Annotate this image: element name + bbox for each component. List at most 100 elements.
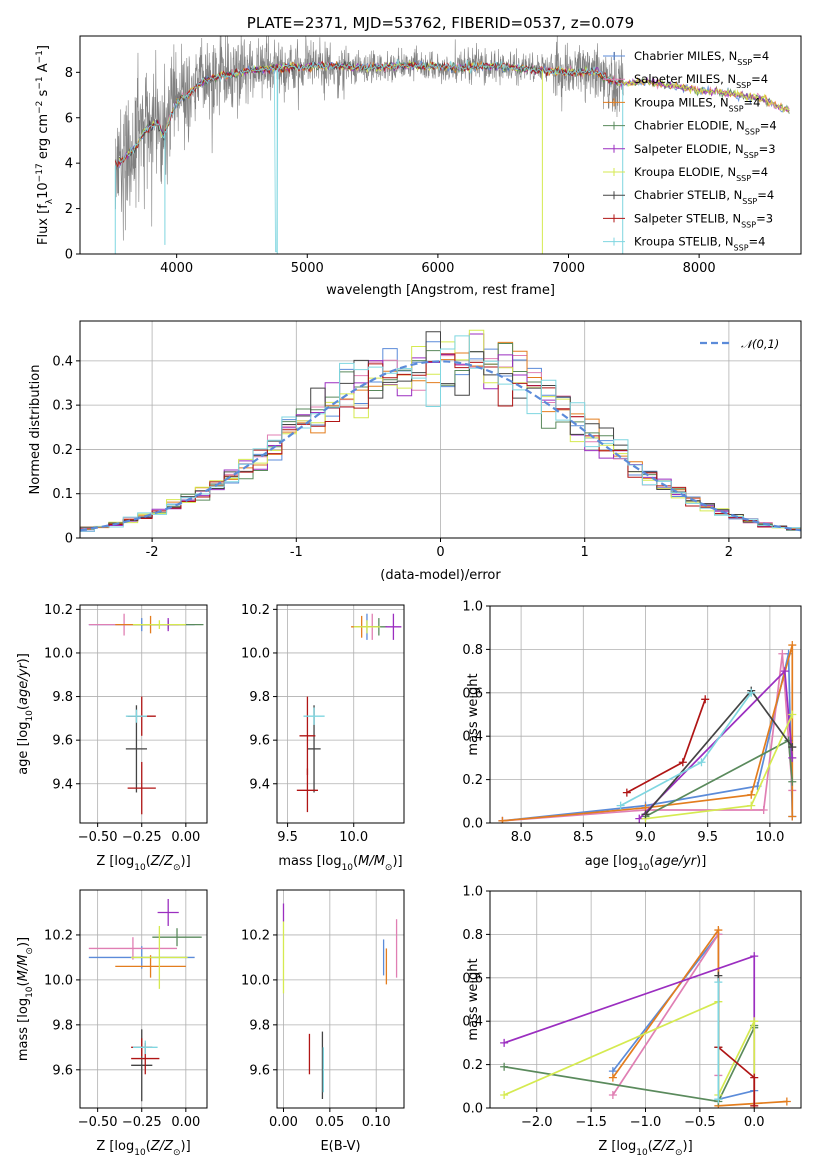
x-tick: −1.0 <box>630 1108 661 1130</box>
weight-marker <box>608 1073 617 1082</box>
panel-weight-vs-age: 8.0 8.5 9.0 9.5 10.0 0.0 0.2 0.4 0.6 0.8 1.0 <box>462 600 802 845</box>
x-tick: 4000 <box>160 254 193 276</box>
y-tick: 10.2 <box>44 928 80 943</box>
x-tick-label: -2 <box>146 545 159 560</box>
y-tick-label: 6 <box>65 111 73 126</box>
weight-marker <box>678 758 687 767</box>
panel-mass-vs-Z: −0.50 −0.25 0.00 9.6 9.8 10.0 10.2 <box>44 889 208 1130</box>
axes-frame <box>276 889 405 1109</box>
data-point <box>296 768 319 813</box>
x-tick: 10.0 <box>339 823 368 845</box>
weight-marker <box>788 743 797 752</box>
y-tick-label: 10.0 <box>44 973 73 988</box>
x-tick-label: 0 <box>436 545 444 560</box>
weight-marker <box>778 649 787 658</box>
weight-marker <box>747 801 756 810</box>
y-axis-label: mass weight <box>466 958 481 1040</box>
x-tick: 8000 <box>683 254 716 276</box>
x-tick: -1 <box>290 538 303 560</box>
y-tick: 2 <box>65 202 80 217</box>
x-tick: 9.5 <box>697 823 718 845</box>
weight-marker <box>788 777 797 786</box>
weight-marker <box>780 667 789 676</box>
x-tick-label: 1 <box>581 545 589 560</box>
histogram-8 <box>80 335 801 538</box>
y-tick-label: 10.2 <box>241 928 270 943</box>
y-tick: 0.6 <box>462 686 490 701</box>
y-tick-label: 0.4 <box>462 730 483 745</box>
weight-line-7 <box>717 1046 756 1106</box>
panel-residuals: -2 -1 0 1 2 0 0.1 0.2 0.3 0.4 <box>52 320 802 560</box>
weight-marker <box>788 710 797 719</box>
x-axis-label: Z [log10(Z/Z⊙)] <box>96 1139 190 1158</box>
x-tick: 6000 <box>421 254 454 276</box>
weight-marker <box>788 812 797 821</box>
x-axis-label: Z [log10(Z/Z⊙)] <box>598 1139 692 1158</box>
y-tick-label: 0 <box>65 532 73 547</box>
y-tick: 0 <box>65 248 80 263</box>
weight-marker <box>608 1090 617 1099</box>
legend-label: Chabrier STELIB, NSSP=4 <box>634 188 774 206</box>
data-point <box>88 937 178 960</box>
weight-marker <box>750 1073 759 1082</box>
panel-weight-vs-Z: −2.0 −1.5 −1.0 −0.5 0.0 0.0 0.2 0.4 0.6 0.8 1.0 <box>462 885 802 1130</box>
weight-marker <box>750 1017 759 1026</box>
y-tick: 0.6 <box>462 971 490 986</box>
y-tick-label: 1.0 <box>462 885 483 900</box>
legend: 𝒩(0,1) <box>700 337 779 351</box>
y-tick: 10.0 <box>241 973 277 988</box>
y-tick: 10.0 <box>44 646 80 661</box>
x-tick: 0.10 <box>362 1108 391 1130</box>
data-point <box>115 955 186 978</box>
x-tick: −0.25 <box>122 823 162 845</box>
y-tick: 0.4 <box>462 1015 490 1030</box>
x-axis-label: age [log10(age/yr)] <box>585 854 707 873</box>
x-tick: −2.0 <box>521 1108 553 1130</box>
data-point <box>132 620 186 629</box>
x-tick: 10.0 <box>755 823 784 845</box>
y-tick: 9.6 <box>52 734 80 749</box>
weight-marker <box>714 978 723 987</box>
y-tick: 4 <box>65 157 80 172</box>
y-tick-label: 2 <box>65 202 73 217</box>
y-tick: 9.6 <box>52 1063 80 1078</box>
legend-label: Kroupa STELIB, NSSP=4 <box>634 235 765 253</box>
x-tick: 8.0 <box>511 823 531 845</box>
y-tick-label: 0 <box>65 248 73 263</box>
y-tick-label: 4 <box>65 157 73 172</box>
y-tick-label: 9.8 <box>52 690 73 705</box>
data-point <box>132 1040 158 1055</box>
y-tick: 0.0 <box>462 817 490 832</box>
legend-label: Salpeter MILES, NSSP=4 <box>634 72 768 90</box>
weight-marker <box>750 1101 759 1108</box>
y-tick: 6 <box>65 111 80 126</box>
y-tick-label: 0.3 <box>52 399 73 414</box>
x-tick-label: 0.00 <box>171 830 200 845</box>
x-tick: -2 <box>146 538 159 560</box>
x-tick-label: 10.0 <box>755 830 784 845</box>
x-tick: 2 <box>725 538 733 560</box>
plot-area <box>282 903 398 1100</box>
x-tick-label: 0.0 <box>744 1115 765 1130</box>
weight-marker <box>788 753 797 762</box>
x-tick: 9.0 <box>635 823 656 845</box>
weight-line-7 <box>626 699 707 794</box>
x-tick-label: 7000 <box>552 261 585 276</box>
y-tick-label: 0.2 <box>52 443 73 458</box>
y-axis-label: Normed distribution <box>28 365 43 495</box>
x-tick: 8.5 <box>573 823 594 845</box>
weight-marker <box>500 1062 509 1071</box>
x-tick-label: −1.5 <box>575 1115 607 1130</box>
y-axis-label: mass [log10(M/M⊙)] <box>16 937 35 1061</box>
weight-marker <box>701 695 710 704</box>
weight-line-3 <box>504 1025 756 1103</box>
x-tick-label: 8000 <box>683 261 716 276</box>
plot-area <box>498 641 797 823</box>
y-tick-label: 0.6 <box>462 971 483 986</box>
x-tick-label: 10.0 <box>339 830 368 845</box>
y-tick-label: 10.0 <box>44 646 73 661</box>
x-tick-label: 8.5 <box>573 830 594 845</box>
weight-marker <box>714 926 723 935</box>
plot-area <box>80 329 801 538</box>
y-tick-label: 10.0 <box>241 973 270 988</box>
